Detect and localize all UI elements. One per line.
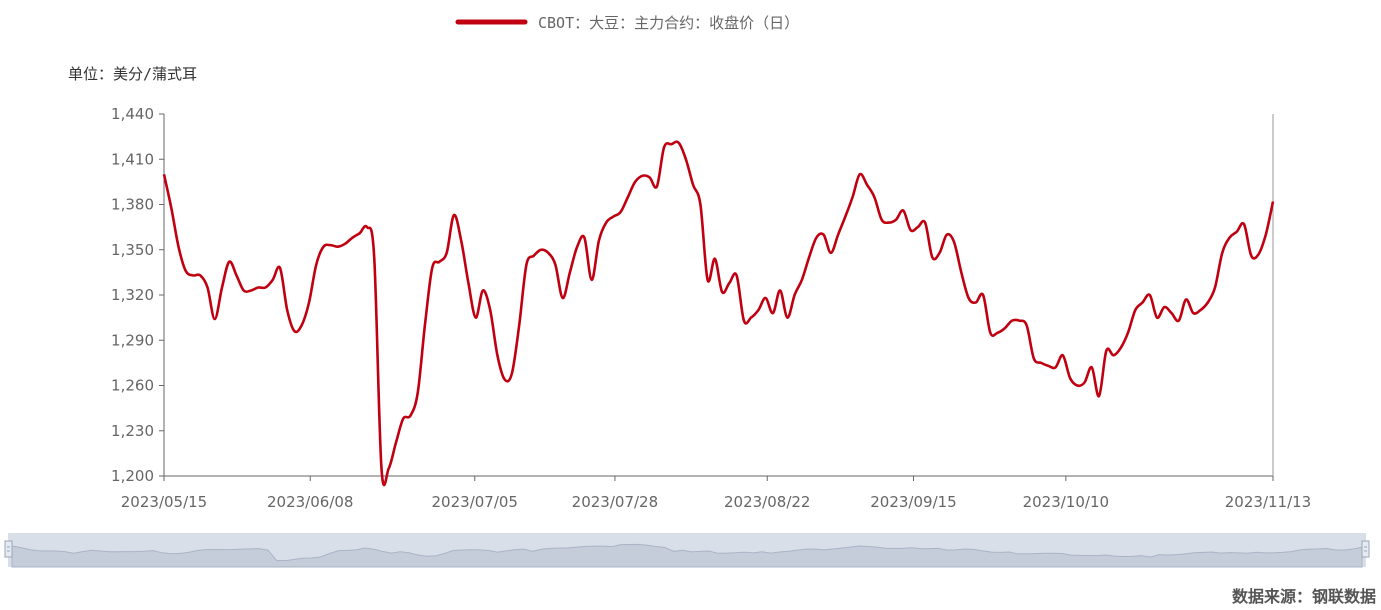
x-tick-label: 2023/10/10 — [1023, 493, 1109, 511]
legend-label: CBOT：大豆：主力合约：收盘价（日） — [538, 14, 799, 32]
y-tick-label: 1,380 — [111, 196, 154, 214]
y-tick-label: 1,200 — [111, 467, 154, 485]
x-tick-label: 2023/07/05 — [432, 493, 518, 511]
series-line — [162, 140, 1275, 487]
y-tick-label: 1,350 — [111, 241, 154, 259]
series-layer — [162, 140, 1275, 487]
y-axis-unit-label: 单位：美分/蒲式耳 — [68, 65, 197, 83]
x-tick-label: 2023/09/15 — [870, 493, 956, 511]
y-tick-label: 1,260 — [111, 377, 154, 395]
y-ticks: 1,200 1,230 1,260 1,290 1,320 1,350 1,380 1,410… — [111, 105, 164, 485]
x-tick-label: 2023/08/22 — [724, 493, 810, 511]
navigator-handle-left[interactable] — [4, 540, 13, 558]
navigator-mini-series — [11, 543, 1363, 568]
range-handle-right-icon[interactable] — [1361, 540, 1370, 558]
x-tick-label: 2023/05/15 — [121, 493, 207, 511]
navigator-handle-right[interactable] — [1361, 540, 1370, 558]
data-source: 数据来源：钢联数据 — [1232, 587, 1376, 606]
y-tick-label: 1,230 — [111, 422, 154, 440]
y-tick-label: 1,440 — [111, 105, 154, 123]
x-tick-label: 2023/07/28 — [572, 493, 658, 511]
y-tick-label: 1,410 — [111, 150, 154, 168]
x-tick-label: 2023/11/13 — [1225, 493, 1311, 511]
data-zoom-navigator[interactable] — [4, 533, 1370, 568]
x-ticks: 2023/05/15 2023/06/08 2023/07/05 2023/07/28… — [121, 476, 1311, 511]
y-tick-label: 1,320 — [111, 286, 154, 304]
x-tick-label: 2023/06/08 — [267, 493, 353, 511]
legend[interactable]: CBOT：大豆：主力合约：收盘价（日） — [455, 14, 799, 32]
range-handle-left-icon[interactable] — [4, 540, 13, 558]
y-tick-label: 1,290 — [111, 331, 154, 349]
